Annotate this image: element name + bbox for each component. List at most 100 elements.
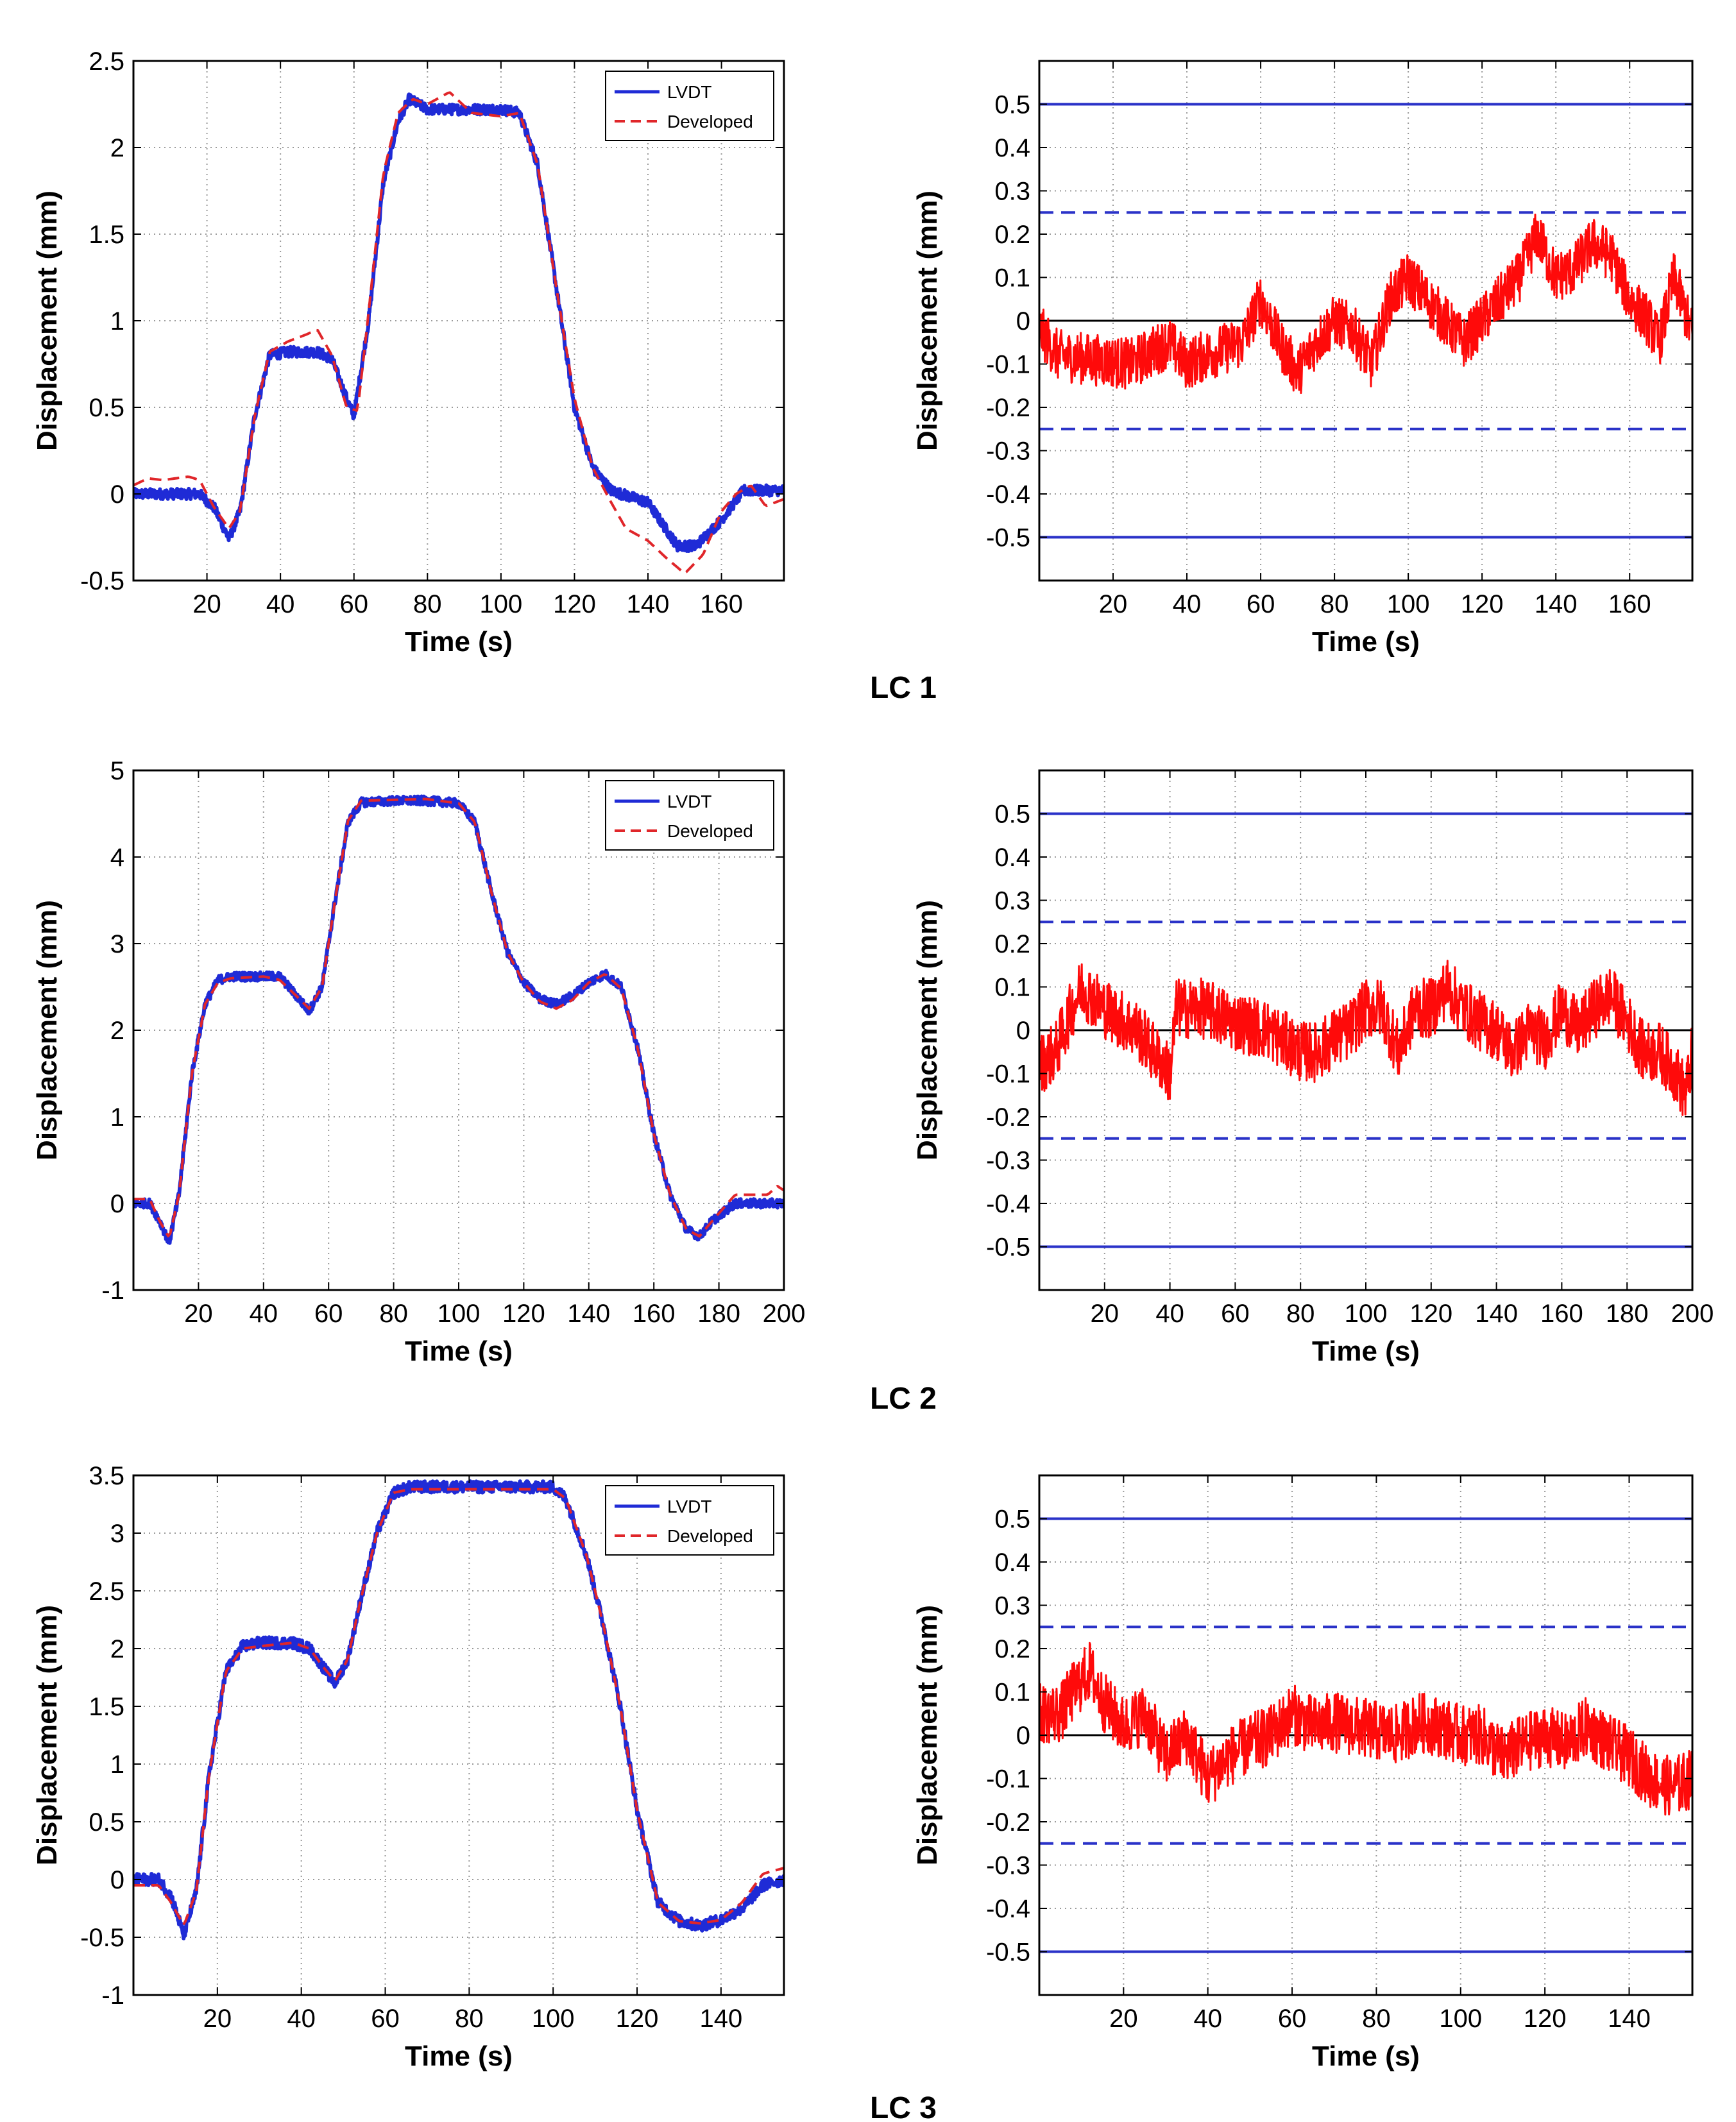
y-tick-label: 0.3 xyxy=(994,1592,1030,1620)
y-tick-label: 4 xyxy=(110,844,124,872)
x-axis-label: Time (s) xyxy=(405,2041,513,2072)
y-tick-label: 2 xyxy=(110,134,124,162)
legend-label-lvdt: LVDT xyxy=(667,1497,712,1516)
y-tick-label: 0.2 xyxy=(994,930,1030,958)
x-axis-label: Time (s) xyxy=(1312,2041,1420,2072)
x-tick-label: 140 xyxy=(1608,2005,1651,2033)
y-tick-label: 0.1 xyxy=(994,264,1030,293)
x-tick-label: 20 xyxy=(184,1300,213,1328)
y-tick-label: 0.4 xyxy=(994,1549,1030,1577)
x-tick-label: 80 xyxy=(455,2005,484,2033)
y-tick-label: 3.5 xyxy=(89,1462,124,1490)
caption-lc1: LC 1 xyxy=(870,671,937,705)
y-tick-label: 1.5 xyxy=(89,1693,124,1721)
x-tick-label: 160 xyxy=(1608,590,1651,618)
legend-label-lvdt: LVDT xyxy=(667,82,712,102)
chart-lc3-err: 20 40 60 80 100 120 140 -0.5 -0.4 -0.3 -0.2 -0.1 0 0.… xyxy=(912,1474,1694,2072)
x-tick-label: 60 xyxy=(339,590,368,618)
legend: LVDT Developed xyxy=(605,71,774,141)
x-tick-label: 160 xyxy=(700,590,743,618)
y-axis-label: Displacement (mm) xyxy=(31,900,63,1160)
x-tick-label: 120 xyxy=(1409,1300,1452,1328)
y-tick-label: 2.5 xyxy=(89,47,124,76)
series-lvdt xyxy=(133,92,784,553)
y-tick-label: -0.2 xyxy=(986,394,1030,422)
y-tick-label: -0.3 xyxy=(986,1852,1030,1880)
y-tick-label: -1 xyxy=(101,1277,124,1305)
chart-lc1-err: 20 40 60 80 100 120 140 160 -0.5 -0.4 -0.3 -0.2 -0.1… xyxy=(912,60,1694,658)
x-tick-label: 140 xyxy=(1535,590,1578,618)
y-axis-label: Displacement (mm) xyxy=(912,1605,943,1865)
y-tick-label: 0.1 xyxy=(994,974,1030,1002)
x-tick-label: 100 xyxy=(1439,2005,1482,2033)
y-tick-label: 0.5 xyxy=(994,801,1030,829)
y-tick-label: 0.5 xyxy=(89,394,124,422)
y-tick-label: 0.5 xyxy=(994,1506,1030,1534)
chart-lc2-disp: 20 40 60 80 100 120 140 160 180 200 -1 0 1 2 3 4 5 Time (… xyxy=(31,757,805,1367)
x-tick-label: 120 xyxy=(502,1300,545,1328)
x-tick-label: 100 xyxy=(480,590,523,618)
x-tick-label: 60 xyxy=(1278,2005,1307,2033)
x-tick-label: 40 xyxy=(1155,1300,1184,1328)
y-tick-label: -0.1 xyxy=(986,1060,1030,1089)
x-tick-label: 20 xyxy=(1091,1300,1119,1328)
x-tick-label: 40 xyxy=(266,590,295,618)
x-tick-label: 80 xyxy=(413,590,442,618)
x-tick-label: 60 xyxy=(314,1300,343,1328)
y-tick-label: 1 xyxy=(110,307,124,335)
y-tick-label: 0.3 xyxy=(994,887,1030,915)
x-tick-label: 140 xyxy=(627,590,670,618)
y-axis-label: Displacement (mm) xyxy=(31,1605,63,1865)
x-tick-label: 20 xyxy=(203,2005,232,2033)
y-tick-label: -0.3 xyxy=(986,1147,1030,1175)
y-tick-label: 0.5 xyxy=(994,91,1030,119)
y-tick-label: 3 xyxy=(110,1520,124,1548)
y-tick-label: 0 xyxy=(110,1866,124,1894)
y-tick-label: 1.5 xyxy=(89,221,124,249)
x-tick-label: 100 xyxy=(532,2005,575,2033)
x-tick-label: 180 xyxy=(1606,1300,1649,1328)
y-tick-label: -0.5 xyxy=(986,524,1030,552)
x-tick-label: 60 xyxy=(371,2005,400,2033)
x-tick-label: 100 xyxy=(438,1300,481,1328)
x-tick-label: 20 xyxy=(192,590,221,618)
chart-lc2-err: 20 40 60 80 100 120 140 160 180 200 -0.5 -0.4 -0.3 -0… xyxy=(912,769,1714,1367)
series-developed xyxy=(133,1488,784,1926)
x-tick-label: 140 xyxy=(1475,1300,1518,1328)
y-tick-label: -0.1 xyxy=(986,1765,1030,1794)
legend: LVDT Developed xyxy=(605,1485,774,1556)
y-tick-label: -0.1 xyxy=(986,351,1030,379)
x-tick-label: 120 xyxy=(553,590,596,618)
y-tick-label: 0.5 xyxy=(89,1808,124,1837)
series-developed xyxy=(133,797,784,1238)
series-error xyxy=(1039,214,1692,395)
y-axis-label: Displacement (mm) xyxy=(912,900,943,1160)
y-tick-label: 2 xyxy=(110,1017,124,1045)
y-tick-label: 0.4 xyxy=(994,844,1030,872)
legend-label-developed: Developed xyxy=(667,821,753,841)
legend-label-developed: Developed xyxy=(667,1526,753,1546)
y-tick-label: -0.3 xyxy=(986,437,1030,466)
y-tick-label: -0.4 xyxy=(986,1895,1030,1923)
x-tick-label: 80 xyxy=(1362,2005,1391,2033)
y-tick-label: 3 xyxy=(110,930,124,958)
legend: LVDT Developed xyxy=(605,780,774,851)
legend-label-lvdt: LVDT xyxy=(667,792,712,811)
x-tick-label: 140 xyxy=(567,1300,610,1328)
y-tick-label: -0.4 xyxy=(986,480,1030,509)
x-tick-label: 100 xyxy=(1387,590,1430,618)
y-tick-label: 0.2 xyxy=(994,1635,1030,1663)
caption-lc2: LC 2 xyxy=(870,1382,937,1416)
x-tick-label: 120 xyxy=(1524,2005,1567,2033)
x-tick-label: 160 xyxy=(1540,1300,1583,1328)
y-tick-label: -0.4 xyxy=(986,1190,1030,1218)
legend-box xyxy=(605,780,774,851)
x-tick-label: 40 xyxy=(250,1300,278,1328)
y-tick-label: 0 xyxy=(110,1190,124,1218)
x-tick-label: 60 xyxy=(1221,1300,1250,1328)
series-developed xyxy=(133,91,784,575)
plot-area xyxy=(133,1475,784,1995)
y-tick-label: 2 xyxy=(110,1635,124,1663)
y-tick-label: 5 xyxy=(110,757,124,785)
